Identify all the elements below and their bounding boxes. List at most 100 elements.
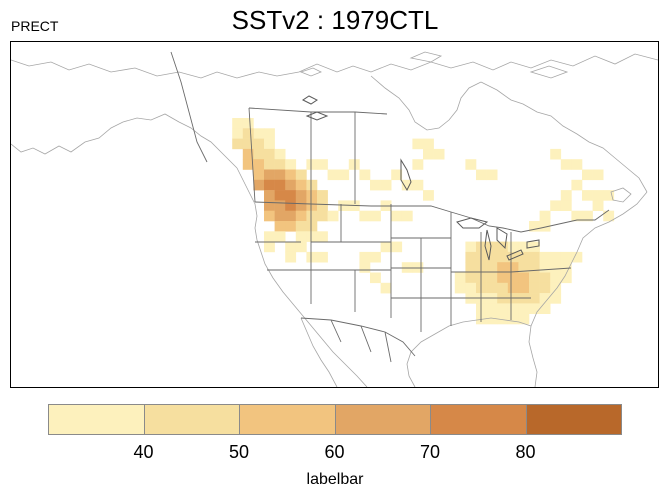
precip-cell: [285, 200, 297, 211]
precip-cell: [264, 241, 275, 253]
newfoundland: [610, 187, 632, 203]
coastlines: [11, 51, 658, 387]
precip-cell: [264, 169, 275, 181]
precip-cell: [401, 179, 413, 191]
lake-erie: [506, 249, 524, 261]
precip-cell: [560, 200, 572, 211]
precip-cell: [592, 190, 604, 201]
precip-cell: [285, 210, 297, 222]
precip-cell: [306, 159, 318, 170]
precip-cell: [497, 262, 509, 273]
precip-cell: [380, 282, 392, 294]
political-borders: [170, 51, 610, 363]
precip-cell: [465, 251, 477, 263]
precip-cell: [412, 159, 424, 170]
precip-cell: [242, 118, 254, 129]
precip-cell: [295, 241, 307, 253]
legend-tick-label: 60: [324, 442, 345, 462]
precip-cell: [571, 179, 583, 191]
precip-cell: [507, 262, 519, 273]
precip-cell: [370, 272, 381, 284]
precip-cell: [486, 251, 498, 263]
precip-cell: [285, 251, 297, 263]
canada-territories-line: [248, 107, 388, 115]
precip-cell: [582, 169, 593, 181]
precip-cell: [497, 282, 509, 294]
precip-cell: [603, 190, 615, 201]
precip-cell: [560, 190, 572, 201]
precip-cell: [264, 200, 275, 211]
pacific-coast: [236, 167, 368, 387]
precip-cell: [486, 241, 498, 253]
precip-cell: [274, 221, 286, 232]
alaska-coast: [11, 113, 238, 169]
precip-cell: [253, 179, 265, 191]
lake-michigan: [484, 229, 492, 261]
plot-title: SSTv2 : 1979CTL: [231, 5, 439, 35]
precip-cell: [232, 128, 244, 139]
precip-cell: [391, 210, 403, 222]
precip-cell: [317, 200, 328, 211]
precip-cell: [285, 169, 297, 181]
precip-cell: [306, 221, 318, 232]
precip-cell: [295, 210, 307, 222]
precip-cell: [264, 138, 275, 150]
precip-cell: [274, 179, 286, 191]
hudson-bay: [370, 75, 482, 131]
precip-cell: [295, 221, 307, 232]
precip-cell: [253, 128, 265, 139]
precip-cell: [295, 179, 307, 191]
precip-cell: [486, 282, 498, 294]
precip-cell: [486, 169, 498, 181]
legend-title: labelbar: [306, 471, 364, 488]
precip-cell: [423, 148, 434, 160]
precip-cell: [285, 179, 297, 191]
precip-cell: [274, 169, 286, 181]
precip-cell: [529, 293, 540, 304]
precip-cell: [539, 262, 551, 273]
precip-cell: [529, 221, 540, 232]
precip-cell: [306, 251, 318, 263]
precip-cell: [465, 282, 477, 294]
precip-cell: [539, 303, 551, 314]
precip-cell: [497, 241, 509, 253]
precip-cell: [242, 159, 254, 170]
precip-cell: [295, 231, 307, 242]
precip-cell: [401, 210, 413, 222]
precip-cell: [423, 190, 434, 201]
precip-cell: [264, 231, 275, 242]
mexico-states: [330, 319, 392, 363]
precip-cell: [306, 210, 318, 222]
precip-cell: [412, 179, 424, 191]
precip-cell: [274, 210, 286, 222]
variable-label: PRECT: [11, 18, 59, 34]
legend-tick-label: 80: [515, 442, 536, 462]
precip-cell: [274, 148, 286, 160]
precip-cell: [560, 159, 572, 170]
baja-coast: [300, 317, 338, 387]
precip-cell: [486, 262, 498, 273]
gulf-coast: [406, 317, 532, 387]
precip-cell: [306, 190, 318, 201]
precip-cell: [359, 251, 371, 263]
precip-cell: [507, 241, 519, 253]
precip-cell: [264, 159, 275, 170]
precip-cell: [433, 148, 445, 160]
precip-cell: [518, 313, 530, 325]
precip-cell: [391, 169, 403, 181]
precip-cell: [423, 138, 434, 150]
precip-cell: [285, 190, 297, 201]
precip-cell: [592, 200, 604, 211]
lake-ontario: [526, 239, 540, 249]
precip-cell: [592, 169, 604, 181]
map-canvas: [11, 51, 658, 387]
precip-cell: [560, 251, 572, 263]
map-panel: [10, 41, 659, 388]
precip-cell: [359, 210, 371, 222]
precip-cell: [274, 159, 286, 170]
precip-cell: [507, 251, 519, 263]
precip-cell: [274, 200, 286, 211]
precip-field: [232, 118, 615, 325]
precip-cell: [264, 128, 275, 139]
precip-cell: [317, 159, 328, 170]
